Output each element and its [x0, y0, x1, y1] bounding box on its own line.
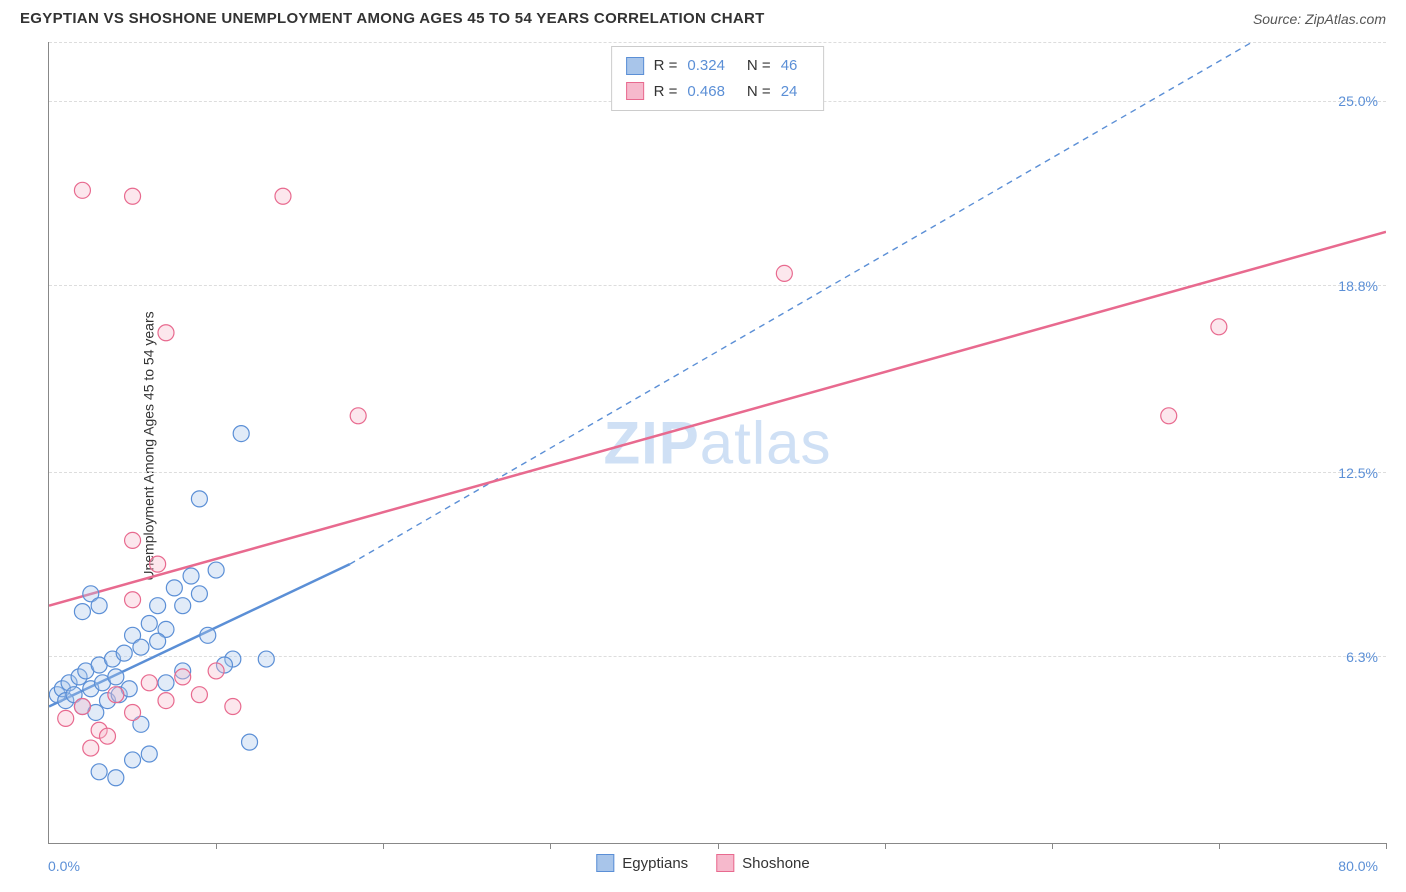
- chart-plot-area: ZIPatlas R =0.324N =46R =0.468N =24: [48, 42, 1386, 844]
- data-point: [74, 699, 90, 715]
- data-point: [350, 408, 366, 424]
- data-point: [158, 693, 174, 709]
- data-point: [242, 734, 258, 750]
- stat-n-value: 46: [781, 53, 798, 79]
- data-point: [141, 746, 157, 762]
- data-point: [200, 627, 216, 643]
- data-point: [91, 764, 107, 780]
- data-point: [91, 598, 107, 614]
- data-point: [191, 586, 207, 602]
- data-point: [108, 669, 124, 685]
- data-point: [175, 598, 191, 614]
- data-point: [99, 728, 115, 744]
- stat-n-label: N =: [747, 53, 771, 79]
- data-point: [275, 188, 291, 204]
- data-point: [83, 740, 99, 756]
- legend-swatch-icon: [596, 854, 614, 872]
- data-point: [191, 687, 207, 703]
- legend-item-label: Egyptians: [622, 855, 688, 872]
- trend-line: [49, 232, 1386, 606]
- data-point: [1161, 408, 1177, 424]
- data-point: [74, 604, 90, 620]
- data-point: [125, 704, 141, 720]
- data-point: [141, 675, 157, 691]
- data-point: [133, 639, 149, 655]
- data-point: [208, 663, 224, 679]
- data-point: [158, 675, 174, 691]
- legend-swatch-icon: [626, 57, 644, 75]
- data-point: [175, 669, 191, 685]
- x-tick: [550, 843, 551, 849]
- data-point: [116, 645, 132, 661]
- x-tick: [216, 843, 217, 849]
- x-tick: [718, 843, 719, 849]
- data-point: [125, 592, 141, 608]
- data-point: [141, 615, 157, 631]
- trend-line: [350, 42, 1252, 564]
- data-point: [208, 562, 224, 578]
- scatter-plot-svg: [49, 42, 1386, 843]
- data-point: [150, 556, 166, 572]
- stat-n-label: N =: [747, 79, 771, 105]
- legend-swatch-icon: [626, 82, 644, 100]
- data-point: [125, 188, 141, 204]
- data-point: [1211, 319, 1227, 335]
- data-point: [225, 699, 241, 715]
- data-point: [233, 426, 249, 442]
- chart-title: EGYPTIAN VS SHOSHONE UNEMPLOYMENT AMONG …: [20, 10, 765, 27]
- stat-r-label: R =: [654, 79, 678, 105]
- data-point: [166, 580, 182, 596]
- data-point: [125, 532, 141, 548]
- x-tick: [885, 843, 886, 849]
- data-point: [258, 651, 274, 667]
- correlation-legend: R = 0.324 N = 46 R = 0.468 N = 24: [611, 46, 825, 111]
- x-axis-min-label: 0.0%: [48, 858, 80, 874]
- data-point: [108, 687, 124, 703]
- data-point: [191, 491, 207, 507]
- stat-r-label: R =: [654, 53, 678, 79]
- data-point: [58, 710, 74, 726]
- source-attribution: Source: ZipAtlas.com: [1253, 11, 1386, 27]
- data-point: [108, 770, 124, 786]
- data-point: [158, 325, 174, 341]
- data-point: [150, 598, 166, 614]
- data-point: [125, 752, 141, 768]
- stat-r-value: 0.468: [687, 79, 725, 105]
- series-legend: Egyptians Shoshone: [596, 854, 809, 872]
- x-tick: [1219, 843, 1220, 849]
- legend-item-label: Shoshone: [742, 855, 810, 872]
- data-point: [183, 568, 199, 584]
- x-tick: [1386, 843, 1387, 849]
- data-point: [74, 182, 90, 198]
- data-point: [776, 265, 792, 281]
- x-tick: [383, 843, 384, 849]
- stat-r-value: 0.324: [687, 53, 725, 79]
- legend-stat-row: R = 0.468 N = 24: [626, 79, 810, 105]
- x-tick: [1052, 843, 1053, 849]
- legend-stat-row: R = 0.324 N = 46: [626, 53, 810, 79]
- legend-swatch-icon: [716, 854, 734, 872]
- legend-item: Egyptians: [596, 854, 688, 872]
- x-axis-max-label: 80.0%: [1338, 858, 1378, 874]
- legend-item: Shoshone: [716, 854, 810, 872]
- data-point: [150, 633, 166, 649]
- stat-n-value: 24: [781, 79, 798, 105]
